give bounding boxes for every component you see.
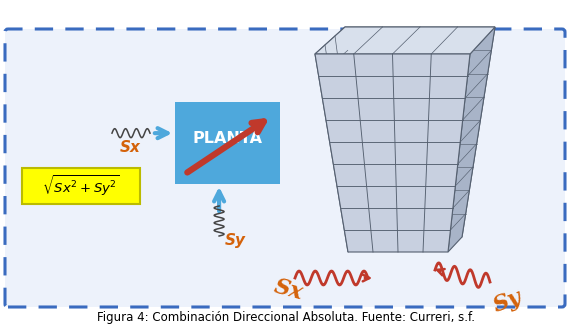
Text: Sx: Sx <box>120 140 141 155</box>
FancyBboxPatch shape <box>5 29 565 307</box>
Polygon shape <box>345 27 495 237</box>
Polygon shape <box>315 27 495 54</box>
Text: PLANTA: PLANTA <box>193 131 263 146</box>
Bar <box>175 102 280 184</box>
Text: $\sqrt{Sx^2+Sy^2}$: $\sqrt{Sx^2+Sy^2}$ <box>42 174 120 198</box>
Text: Figura 4: Combinación Direccional Absoluta. Fuente: Curreri, s.f.: Figura 4: Combinación Direccional Absolu… <box>97 311 475 324</box>
Text: Sy: Sy <box>225 233 245 248</box>
Polygon shape <box>315 27 370 252</box>
Polygon shape <box>315 54 470 252</box>
Text: Sy: Sy <box>491 287 526 317</box>
Text: Sx: Sx <box>271 276 305 304</box>
Polygon shape <box>448 27 495 252</box>
Bar <box>22 168 140 204</box>
